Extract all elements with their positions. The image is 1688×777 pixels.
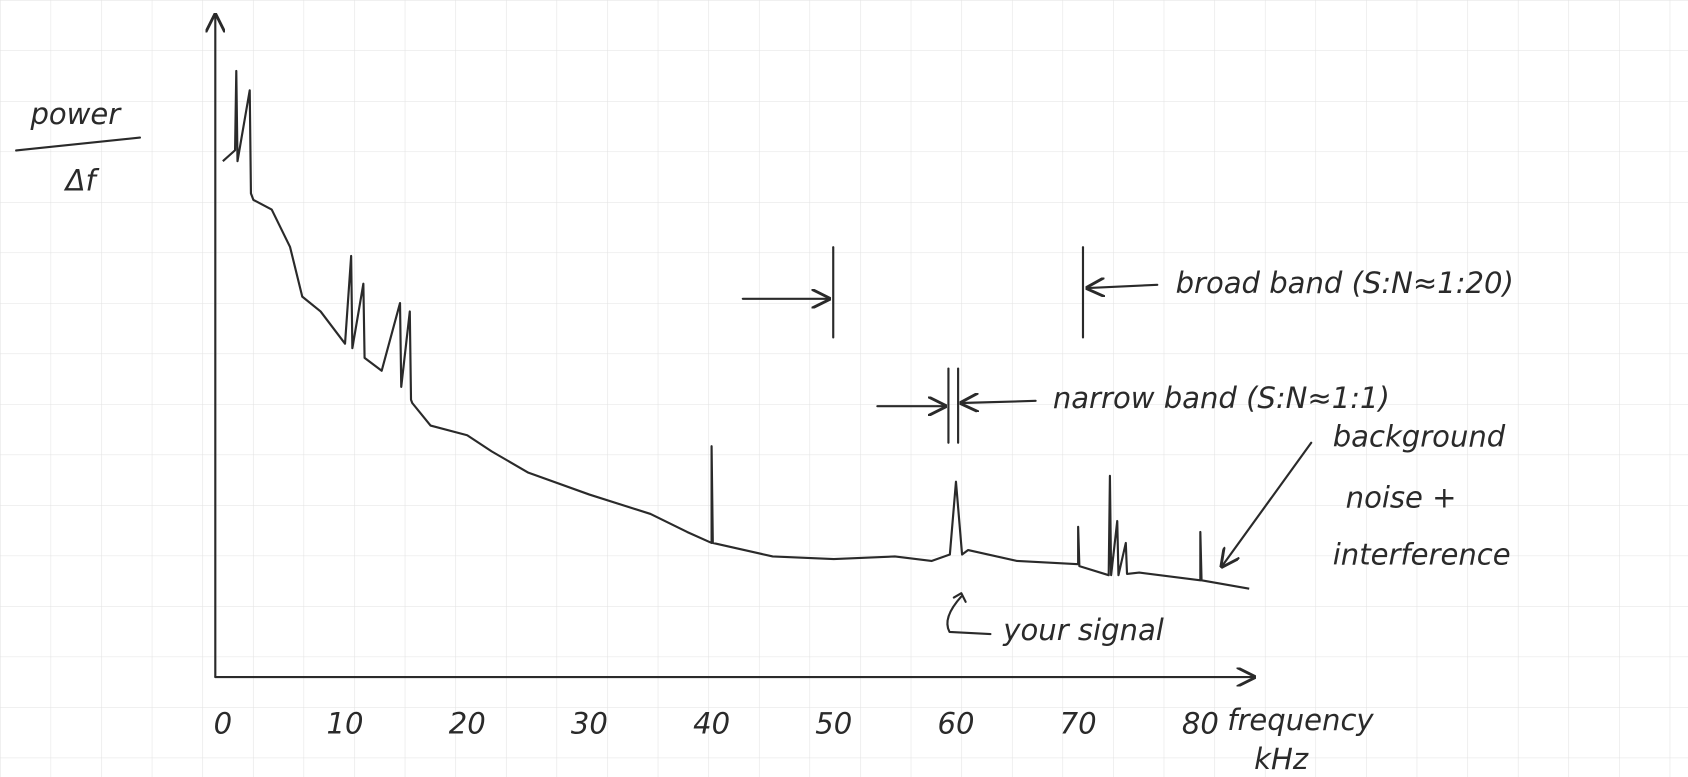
arrow <box>1222 441 1313 567</box>
arrow-head <box>952 592 967 603</box>
x-tick-label: 30 <box>571 706 608 740</box>
annotation: noise + <box>1346 481 1457 515</box>
arrow <box>961 401 1037 403</box>
x-tick-label: 20 <box>449 706 486 740</box>
y-label: Δf <box>64 164 100 198</box>
x-tick-label: 80 <box>1182 706 1219 740</box>
annotation: broad band (S:N≈1:20) <box>1176 266 1514 300</box>
x-tick-label: 40 <box>693 706 730 740</box>
annotation: background <box>1333 419 1506 453</box>
x-label: kHz <box>1254 742 1309 776</box>
arrow <box>1087 285 1159 288</box>
spectrum-line <box>222 69 1250 590</box>
x-tick-label: 70 <box>1060 706 1097 740</box>
annotation: narrow band (S:N≈1:1) <box>1053 381 1390 415</box>
x-tick-label: 60 <box>937 706 974 740</box>
x-label: frequency <box>1227 703 1374 737</box>
x-tick-label: 0 <box>214 706 233 740</box>
y-label: power <box>29 97 122 131</box>
arrow <box>946 595 992 636</box>
annotation: interference <box>1333 538 1511 572</box>
fraction-bar <box>15 136 142 152</box>
annotation: your signal <box>1002 613 1164 647</box>
x-tick-label: 10 <box>327 706 364 740</box>
x-tick-label: 50 <box>815 706 852 740</box>
